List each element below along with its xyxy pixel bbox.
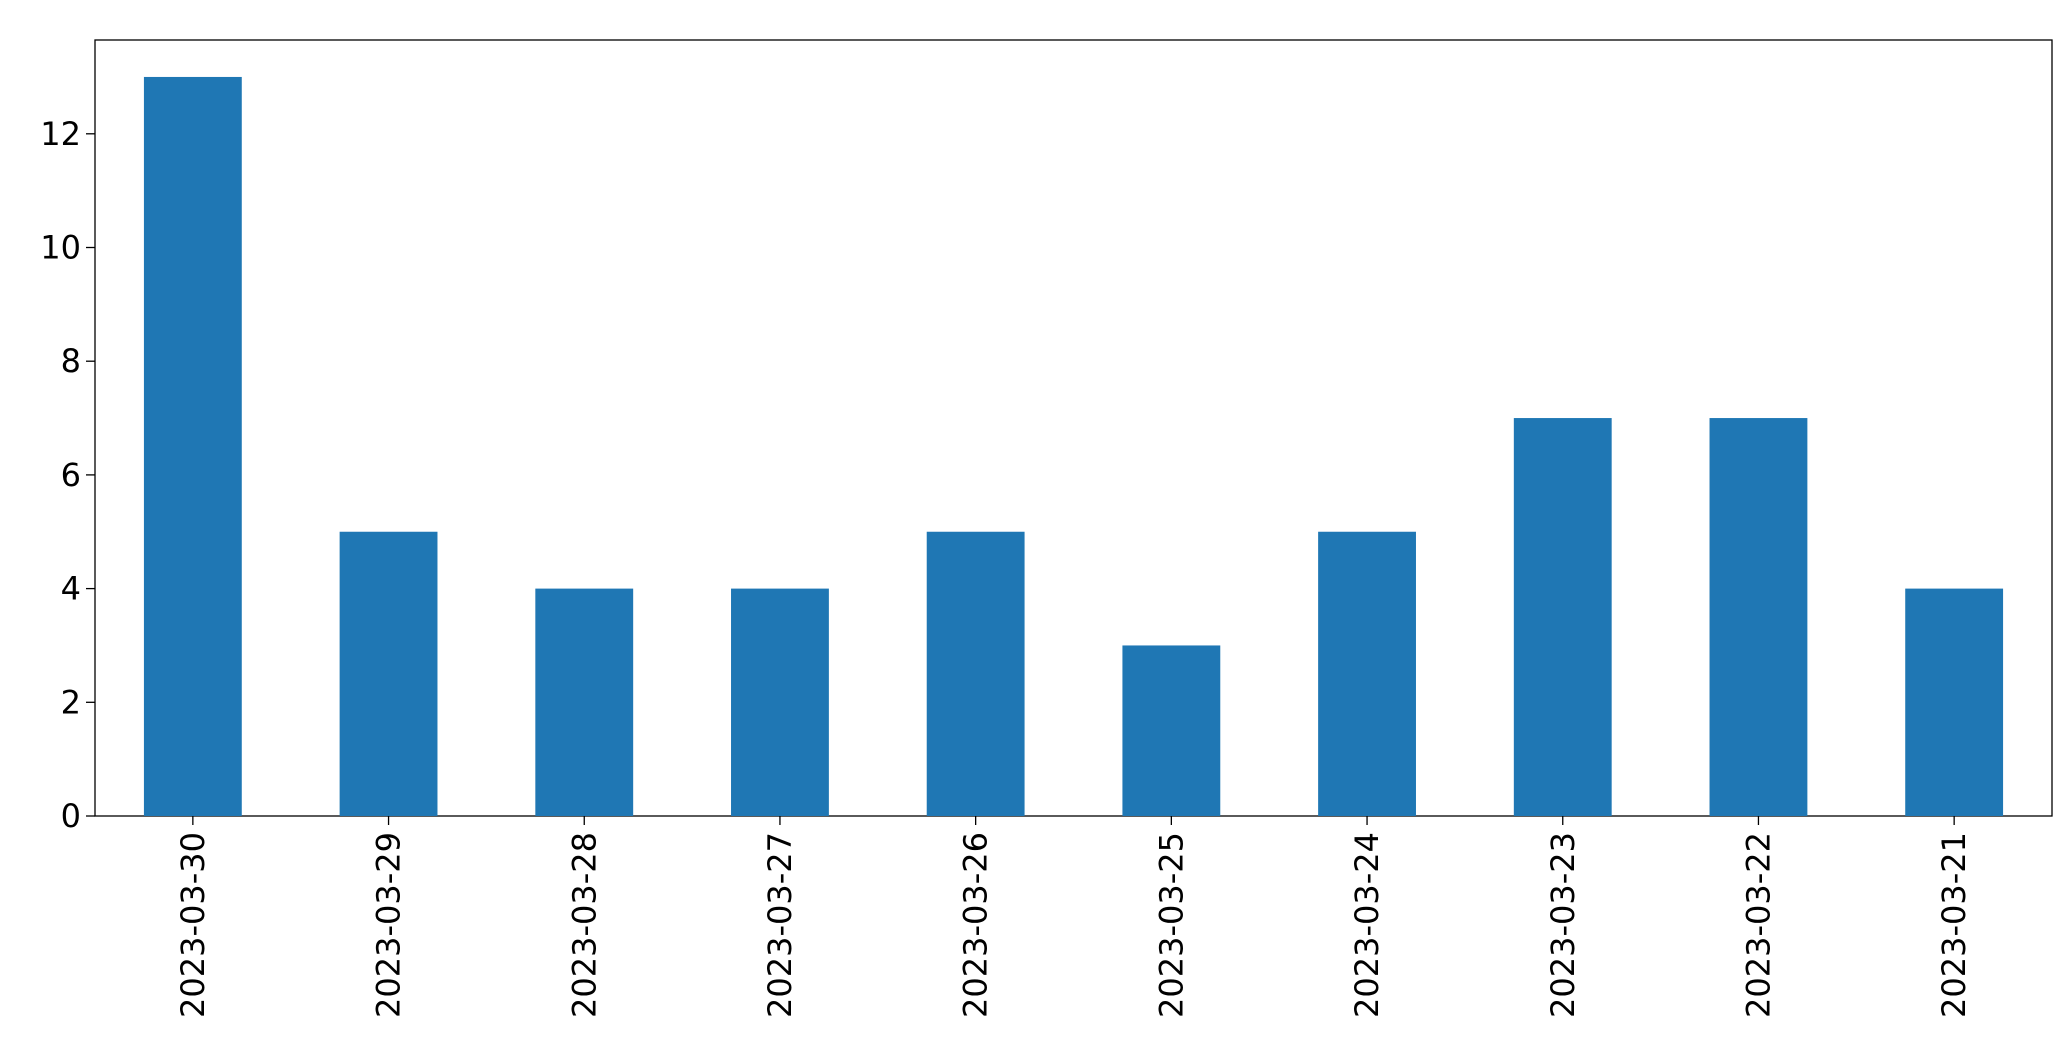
- bar: [731, 588, 829, 816]
- x-tick-label: 2023-03-24: [1348, 832, 1386, 1018]
- x-tick-label: 2023-03-26: [957, 832, 995, 1018]
- bar: [1513, 418, 1612, 816]
- bar: [1318, 531, 1416, 816]
- bar: [143, 76, 242, 816]
- y-tick-label: 8: [61, 342, 81, 380]
- bar: [1709, 418, 1808, 816]
- bar: [1122, 645, 1221, 816]
- bar: [926, 531, 1025, 816]
- x-tick-label: 2023-03-23: [1544, 832, 1582, 1018]
- x-tick-label: 2023-03-27: [761, 832, 799, 1018]
- x-tick-label: 2023-03-28: [565, 832, 603, 1018]
- x-tick-label: 2023-03-21: [1935, 832, 1973, 1018]
- x-tick-label: 2023-03-30: [174, 832, 212, 1018]
- y-tick-label: 6: [61, 456, 81, 494]
- bar: [535, 588, 634, 816]
- plot-frame: [94, 39, 2053, 817]
- y-tick-label: 0: [61, 797, 81, 835]
- x-tick-label: 2023-03-25: [1152, 832, 1190, 1018]
- x-tick-label: 2023-03-29: [370, 832, 408, 1018]
- x-tick-label: 2023-03-22: [1739, 832, 1777, 1018]
- bar: [1905, 588, 2004, 816]
- y-tick-label: 12: [40, 115, 81, 153]
- bar: [339, 531, 438, 816]
- y-tick-label: 4: [61, 570, 81, 608]
- y-tick-label: 2: [61, 683, 81, 721]
- y-tick-label: 10: [40, 229, 81, 267]
